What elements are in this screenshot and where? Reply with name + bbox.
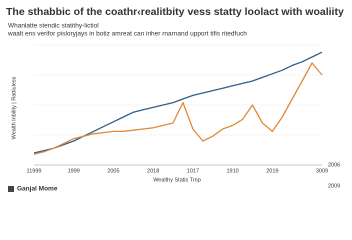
x-tick-label: 11999 <box>27 168 42 174</box>
line <box>33 62 323 155</box>
x-tick-label: 1017 <box>187 168 199 174</box>
chart: The sthabbic of the coathr‹realitbity ve… <box>6 6 344 193</box>
subtitle: Whanlatte stendic statithy-lictiol <box>8 23 99 30</box>
logo <box>8 186 14 192</box>
source: Ganjal Mome <box>17 186 58 193</box>
subtitle: waalt ens verifor pisloryjays in botiz a… <box>7 31 247 38</box>
x-tick-label: 2005 <box>107 168 119 174</box>
x-tick-label: 2019 <box>266 168 278 174</box>
x-axis-label: Wealthy Statis Trnp <box>153 177 201 183</box>
x-tick-label: 3009 <box>316 168 328 174</box>
x-tick-label: 1910 <box>226 168 238 174</box>
x-tick-label: 2018 <box>147 168 159 174</box>
right-label: 2009 <box>328 183 340 189</box>
right-label: 2006 <box>328 162 340 168</box>
chart-title: The sthabbic of the coathr‹realitbity ve… <box>6 6 344 18</box>
x-tick-label: 1999 <box>68 168 80 174</box>
y-axis-label: Wealth Inbility | Rattiuless <box>11 76 17 139</box>
